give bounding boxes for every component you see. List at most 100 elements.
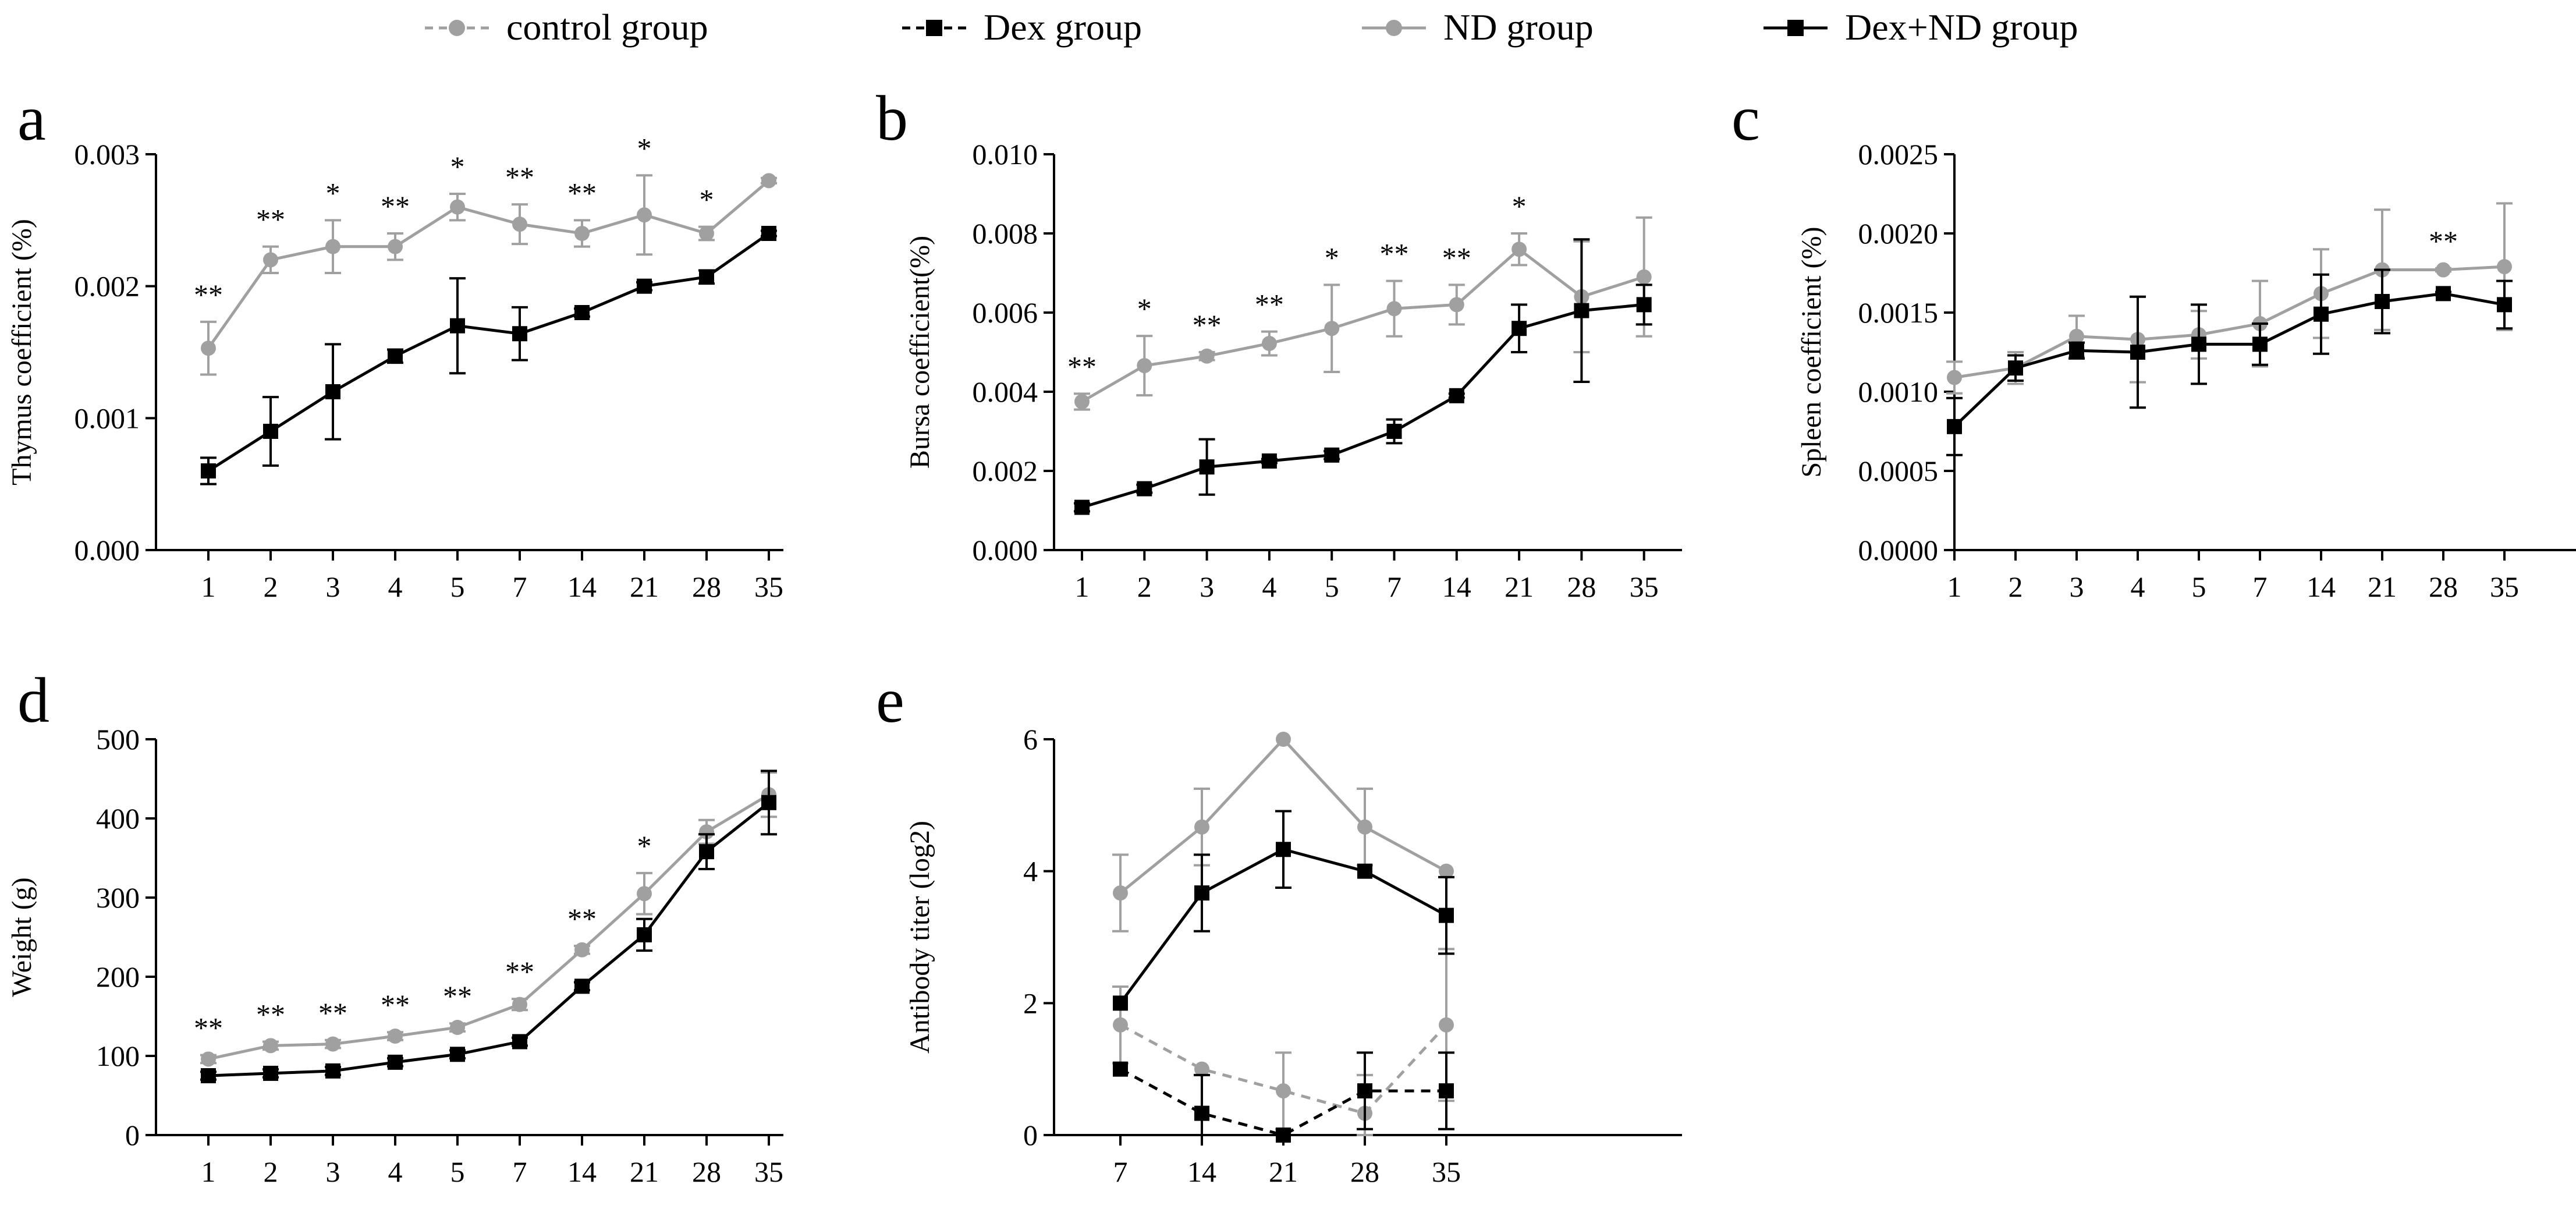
data-point — [450, 1047, 465, 1062]
data-point — [637, 927, 652, 942]
data-point — [450, 199, 465, 215]
y-axis-title: Spleen coefficient (%) — [1796, 227, 1827, 478]
significance-mark: ** — [443, 980, 472, 1012]
legend-marker-dex — [926, 20, 942, 36]
significance-mark: ** — [1067, 350, 1097, 382]
significance-mark: ** — [194, 1012, 223, 1044]
series-line — [1954, 265, 2505, 379]
data-point — [2314, 306, 2329, 322]
x-tick-label: 7 — [1113, 1155, 1128, 1188]
legend: control group Dex group ND group Dex+ND gro… — [425, 6, 2078, 48]
data-point — [761, 173, 776, 189]
x-tick-label: 21 — [2368, 570, 2397, 603]
y-tick-label: 0.0015 — [1858, 296, 1939, 329]
data-point — [512, 217, 527, 232]
significance-mark: * — [1325, 241, 1339, 274]
x-tick-label: 14 — [1442, 570, 1471, 603]
y-tick-label: 0.002 — [973, 455, 1038, 487]
data-point — [574, 305, 590, 320]
x-tick-label: 4 — [388, 1155, 403, 1188]
y-axis-title: Bursa coefficient(%) — [904, 236, 935, 469]
x-tick-label: 35 — [2490, 570, 2519, 603]
y-tick-label: 0.0000 — [1858, 534, 1939, 566]
data-point — [637, 207, 652, 223]
y-tick-label: 200 — [96, 960, 140, 993]
series-line — [1953, 292, 2505, 428]
data-point — [201, 463, 216, 478]
significance-mark: ** — [381, 190, 410, 222]
significance-mark: ** — [1442, 241, 1471, 274]
legend-item-nd: ND group — [1362, 6, 1594, 48]
x-tick-label: 2 — [264, 1155, 278, 1188]
x-tick-label: 4 — [1262, 570, 1276, 603]
series-dexnd — [1113, 810, 1454, 1011]
series-nd — [200, 771, 777, 1067]
data-point — [1113, 995, 1128, 1011]
data-point — [2069, 343, 2084, 359]
y-tick-label: 0.0020 — [1858, 217, 1939, 250]
data-point — [2436, 262, 2451, 278]
x-tick-label: 5 — [450, 1155, 465, 1188]
x-tick-label: 28 — [2429, 570, 2458, 603]
x-tick-label: 3 — [326, 570, 340, 603]
data-point — [574, 942, 590, 958]
significance-mark: ** — [567, 902, 597, 935]
x-tick-label: 14 — [567, 1155, 597, 1188]
data-point — [1449, 388, 1464, 403]
data-point — [574, 978, 590, 994]
x-tick-label: 1 — [1075, 570, 1090, 603]
data-point — [761, 795, 776, 810]
x-tick-label: 1 — [201, 1155, 216, 1188]
x-tick-label: 35 — [1630, 570, 1659, 603]
data-point — [1636, 297, 1652, 313]
y-tick-label: 100 — [96, 1040, 140, 1072]
data-point — [263, 252, 278, 268]
panel-label-e: e — [876, 665, 904, 736]
significance-mark: * — [1137, 292, 1152, 325]
x-tick-label: 35 — [754, 570, 783, 603]
x-tick-label: 14 — [567, 570, 597, 603]
series-line — [208, 801, 770, 1077]
data-point — [201, 1068, 216, 1083]
series-dexnd — [200, 226, 777, 485]
y-tick-label: 0.0025 — [1858, 138, 1939, 171]
y-axis-title: Antibody titer (log2) — [904, 821, 935, 1054]
data-point — [201, 1051, 216, 1067]
data-point — [1261, 336, 1277, 352]
data-point — [1574, 303, 1589, 318]
significance-mark: ** — [505, 161, 534, 193]
y-tick-label: 4 — [1023, 855, 1038, 888]
significance-mark: ** — [505, 955, 534, 988]
data-point — [1276, 732, 1291, 747]
series-line — [207, 179, 770, 349]
data-point — [1199, 459, 1215, 475]
data-point — [1074, 394, 1090, 409]
data-point — [450, 318, 465, 334]
data-point — [201, 341, 216, 356]
y-tick-label: 0 — [125, 1119, 140, 1151]
significance-mark: ** — [194, 278, 223, 311]
legend-marker-dexnd — [1787, 20, 1804, 36]
x-tick-label: 2 — [1137, 570, 1152, 603]
panel-b: b 0.000 0.002 0.004 0.006 0.008 0.010 1 2 3 4 5 7 14 2… — [876, 83, 1682, 603]
x-tick-label: 7 — [2253, 570, 2268, 603]
data-point — [637, 278, 652, 294]
x-tick-label: 21 — [1269, 1155, 1298, 1188]
y-tick-label: 0 — [1023, 1119, 1038, 1151]
data-point — [1947, 370, 1962, 385]
data-point — [1074, 499, 1090, 515]
y-tick-label: 0.002 — [74, 270, 140, 303]
data-point — [2069, 328, 2084, 344]
legend-label-dexnd: Dex+ND group — [1845, 6, 2078, 48]
y-tick-label: 0.001 — [74, 402, 140, 434]
data-point — [699, 226, 714, 241]
x-tick-label: 2 — [264, 570, 278, 603]
data-point — [1511, 242, 1527, 257]
data-point — [2130, 345, 2145, 360]
data-point — [1636, 269, 1652, 285]
x-tick-label: 1 — [201, 570, 216, 603]
y-tick-label: 0.003 — [74, 138, 140, 171]
x-tick-label: 28 — [692, 1155, 721, 1188]
x-tick-label: 3 — [326, 1155, 340, 1188]
data-point — [325, 384, 340, 399]
